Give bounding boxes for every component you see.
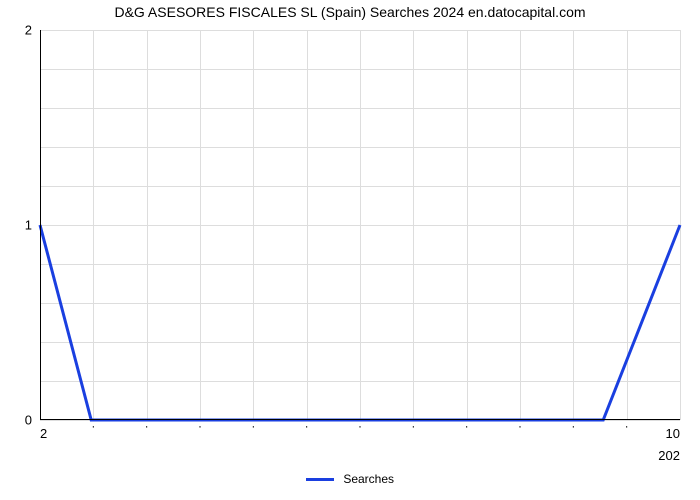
legend-label: Searches — [343, 472, 394, 486]
x-minor-tick: · — [358, 424, 362, 428]
x-tick-right-line1: 10 — [666, 426, 680, 441]
y-tick-label: 1 — [25, 218, 32, 233]
x-minor-tick: · — [198, 424, 202, 428]
x-minor-tick: · — [465, 424, 469, 428]
chart-title: D&G ASESORES FISCALES SL (Spain) Searche… — [0, 4, 700, 20]
x-minor-tick: · — [145, 424, 149, 428]
chart-container: D&G ASESORES FISCALES SL (Spain) Searche… — [0, 0, 700, 500]
series-line — [40, 225, 680, 420]
y-tick-label: 0 — [25, 413, 32, 428]
x-tick-right: 10 — [666, 426, 680, 441]
x-minor-tick: · — [625, 424, 629, 428]
line-layer — [40, 30, 680, 420]
x-minor-tick: · — [251, 424, 255, 428]
plot-area: 2 10 012··········· — [40, 30, 680, 420]
legend: Searches — [0, 471, 700, 486]
legend-swatch — [306, 478, 334, 481]
x-minor-tick: · — [91, 424, 95, 428]
x-minor-tick: · — [305, 424, 309, 428]
y-tick-label: 2 — [25, 23, 32, 38]
x-secondary-label: 202 — [40, 448, 680, 463]
x-minor-tick: · — [518, 424, 522, 428]
x-tick-left: 2 — [40, 426, 47, 441]
grid-v — [680, 30, 681, 420]
x-minor-tick: · — [571, 424, 575, 428]
x-minor-tick: · — [411, 424, 415, 428]
